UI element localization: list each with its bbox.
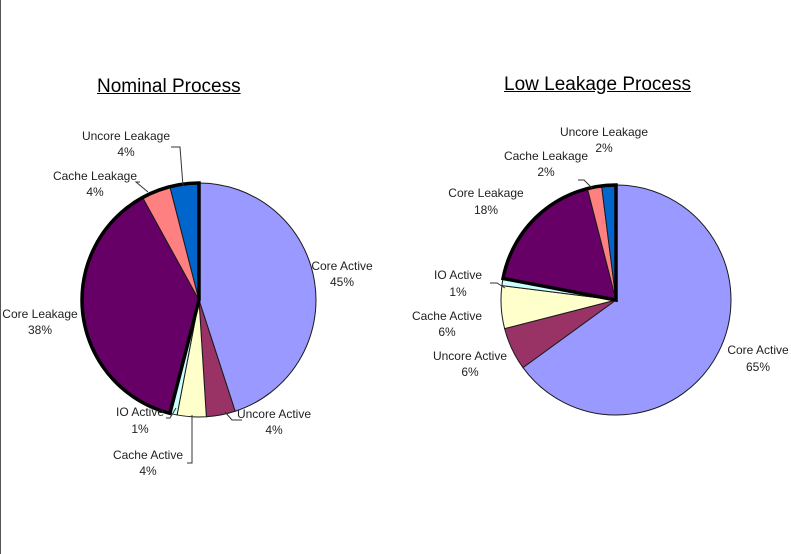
label-nominal-cache-active: Cache Active [113,448,183,462]
leader-line-nominal-cache-leakage [134,181,149,193]
label-nominal-io-active: IO Active [116,405,164,419]
leakage-outline-low-leakage [500,183,618,303]
leader-line-nominal-uncore-leakage [171,146,184,187]
pct-low-leakage-core-active: 65% [746,360,770,374]
chart-title-low-leakage: Low Leakage Process [504,74,691,95]
leader-line-nominal-uncore-active [224,411,242,421]
label-low-leakage-uncore-active: Uncore Active [433,349,507,363]
pct-low-leakage-cache-leakage: 2% [537,165,555,179]
leader-line-nominal-io-active [166,407,177,419]
pct-nominal-cache-active: 4% [139,464,157,478]
leakage-outline-nominal [80,181,201,416]
pie-nominal: Core Active 45% Uncore Active 4% Cache Activ… [2,129,373,478]
leader-line-nominal-cache-active [187,415,193,464]
label-low-leakage-uncore-leakage: Uncore Leakage [560,125,648,139]
pie-low-leakage: Core Active 65% Uncore Active 6% Cache Activ… [412,125,789,416]
left-border [0,0,1,554]
pct-nominal-io-active: 1% [131,422,149,436]
label-low-leakage-core-active: Core Active [727,343,789,357]
pct-low-leakage-uncore-leakage: 2% [595,141,613,155]
label-low-leakage-cache-active: Cache Active [412,309,482,323]
label-nominal-uncore-active: Uncore Active [237,407,311,421]
pct-nominal-cache-leakage: 4% [86,185,104,199]
pct-low-leakage-io-active: 1% [449,285,467,299]
pct-low-leakage-core-leakage: 18% [474,203,498,217]
slice-low-leakage-core-active [522,184,732,416]
pct-low-leakage-cache-active: 6% [438,325,456,339]
label-low-leakage-cache-leakage: Cache Leakage [504,149,588,163]
label-low-leakage-core-leakage: Core Leakage [448,186,524,200]
leader-line-low-leakage-io-active [490,282,506,289]
pct-nominal-uncore-leakage: 4% [117,145,135,159]
pct-nominal-core-leakage: 38% [28,323,52,337]
label-nominal-core-leakage: Core Leakage [2,307,78,321]
pct-nominal-uncore-active: 4% [265,423,283,437]
label-nominal-cache-leakage: Cache Leakage [53,169,137,183]
label-nominal-core-active: Core Active [311,259,373,273]
slice-nominal-core-active [198,182,317,412]
label-low-leakage-io-active: IO Active [434,268,482,282]
pct-nominal-core-active: 45% [330,275,354,289]
chart-title-nominal: Nominal Process [97,76,241,97]
pct-low-leakage-uncore-active: 6% [461,365,479,379]
leader-line-low-leakage-cache-leakage [578,179,593,189]
label-nominal-uncore-leakage: Uncore Leakage [82,129,170,143]
